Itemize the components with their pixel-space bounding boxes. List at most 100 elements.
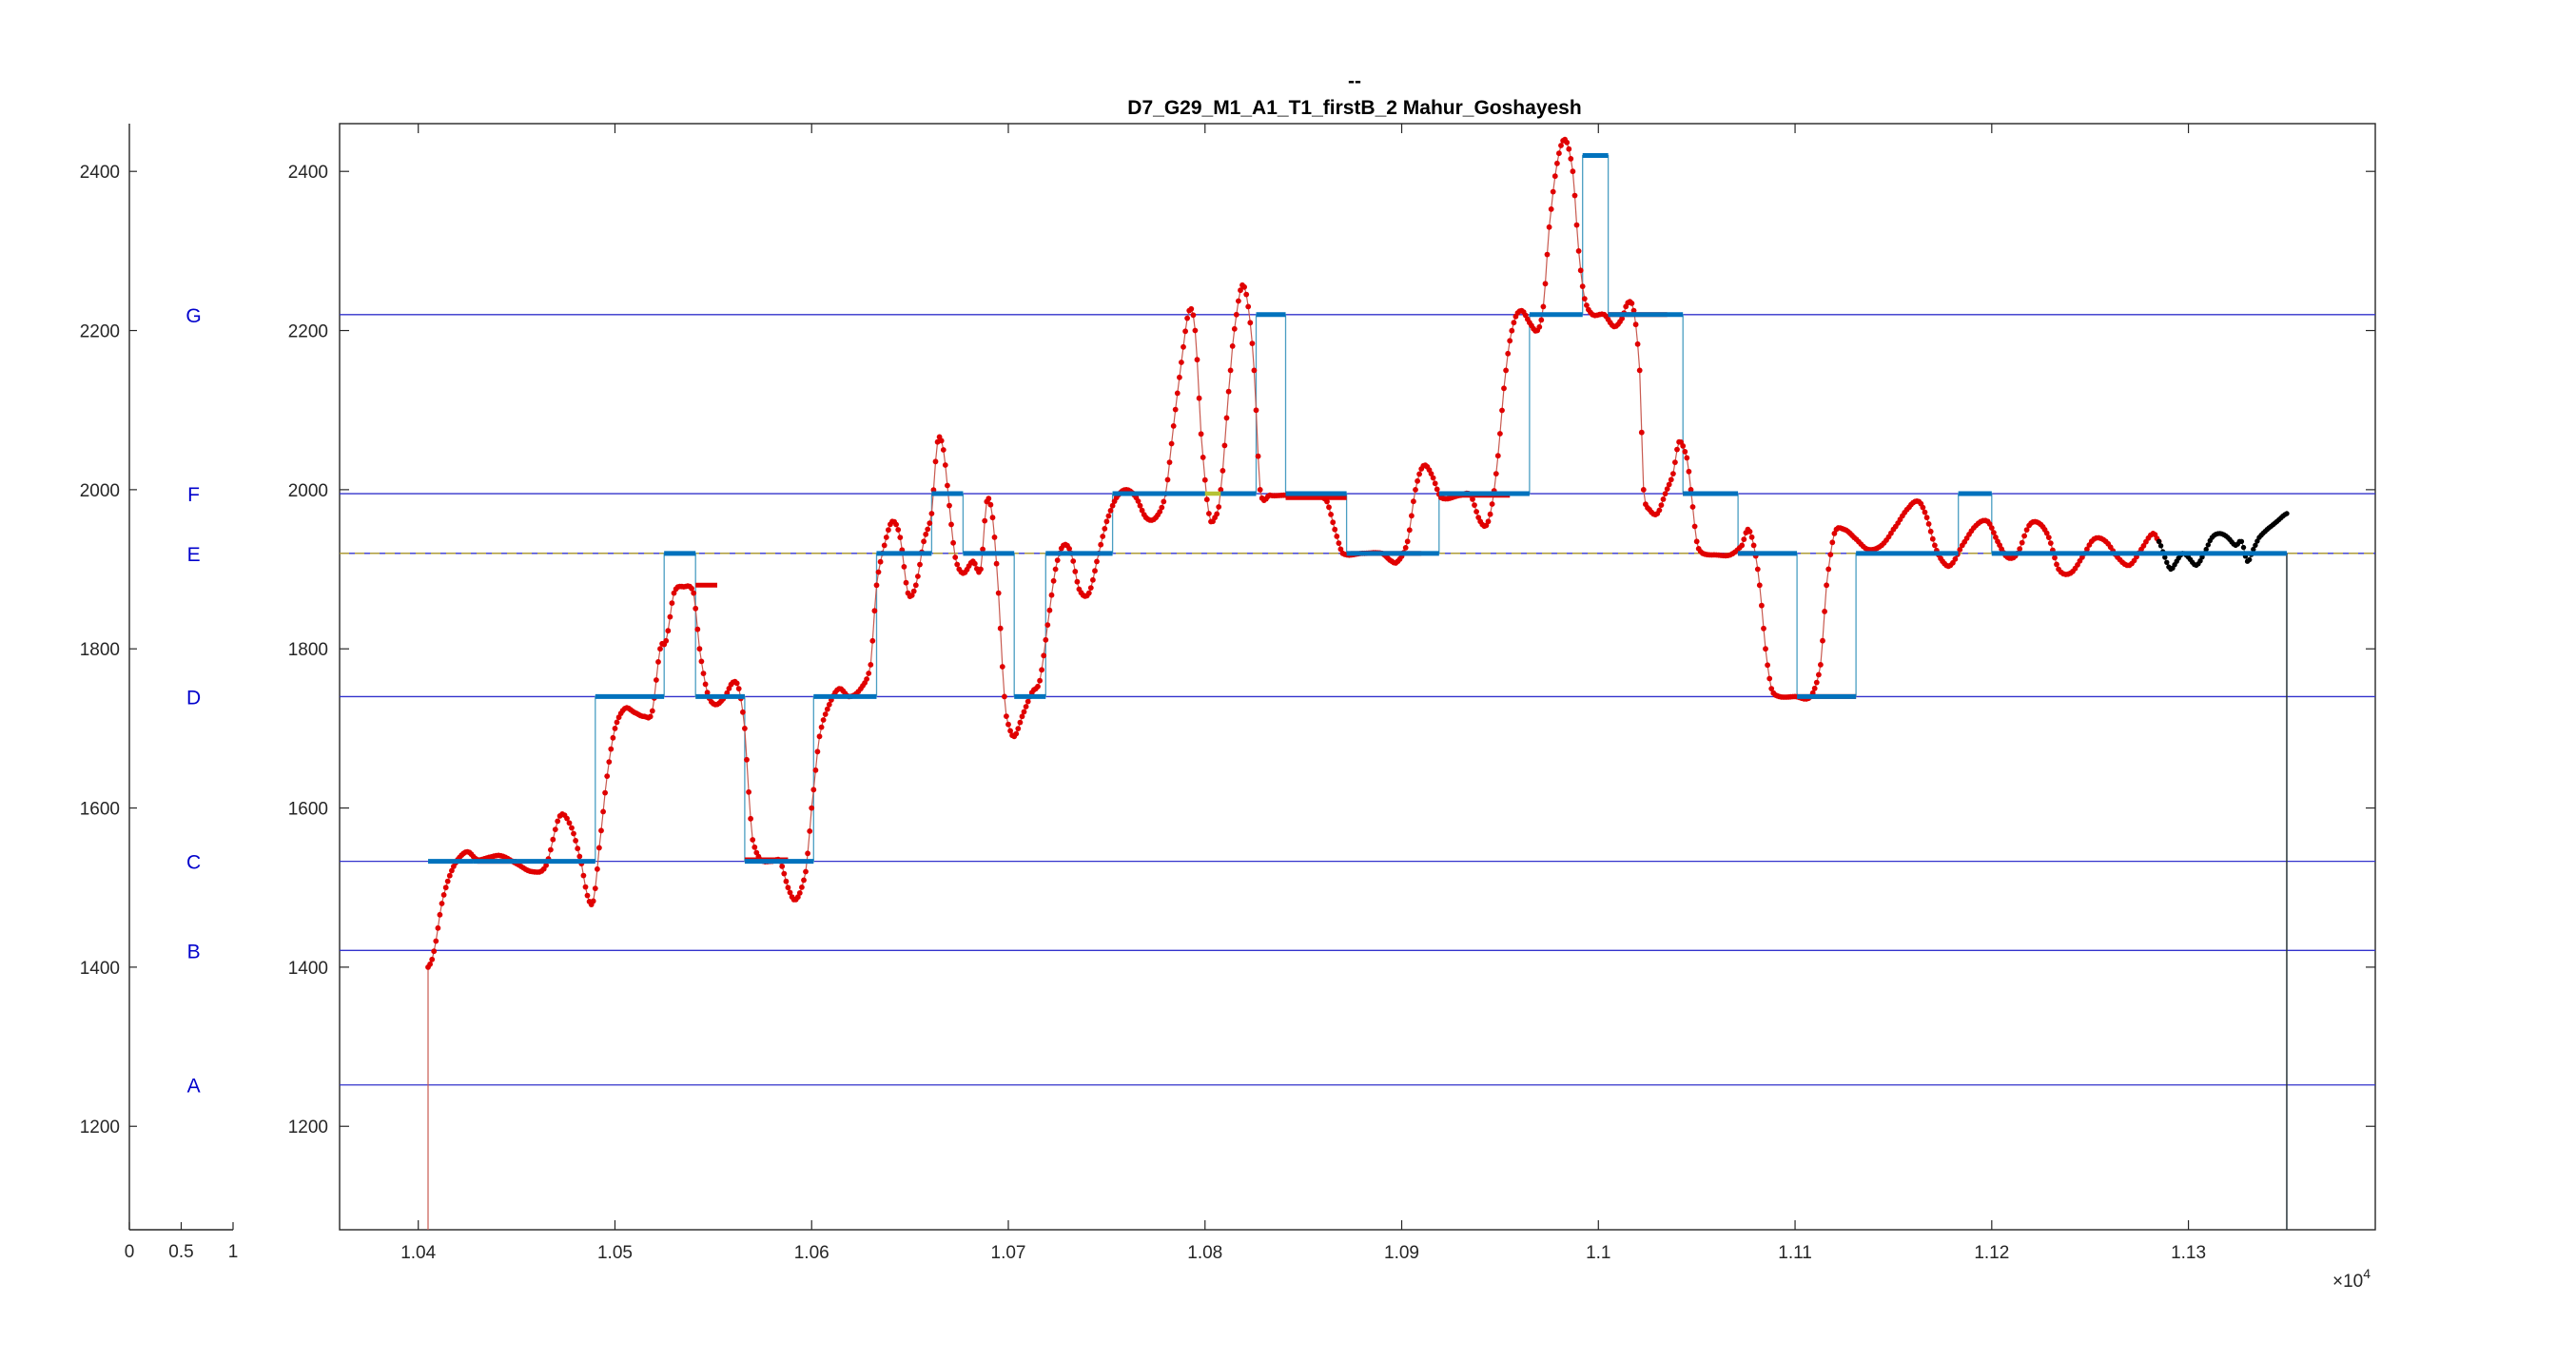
pitch-point xyxy=(940,447,946,453)
pitch-point xyxy=(1952,555,1959,562)
pitch-point xyxy=(548,846,554,853)
pitch-point xyxy=(655,659,661,665)
pitch-point xyxy=(435,924,441,931)
pitch-point xyxy=(980,546,986,553)
main-x-tick-label: 1.06 xyxy=(794,1243,829,1263)
pitch-point xyxy=(807,828,813,834)
pitch-point xyxy=(1763,646,1768,652)
pitch-point xyxy=(700,671,707,676)
note-label-b: B xyxy=(187,941,201,962)
tail-point xyxy=(2240,544,2247,551)
pitch-point xyxy=(1177,374,1182,380)
pitch-point xyxy=(1021,709,1027,715)
pitch-point xyxy=(1573,222,1580,228)
pitch-point xyxy=(1619,316,1625,321)
pitch-point xyxy=(1816,671,1822,678)
pitch-point xyxy=(1188,305,1195,312)
left-x-tick-label: 0 xyxy=(125,1242,135,1262)
pitch-point xyxy=(1066,546,1072,552)
pitch-point xyxy=(602,789,608,796)
pitch-point xyxy=(1509,327,1515,334)
pitch-point xyxy=(1768,686,1775,691)
pitch-point xyxy=(1494,453,1501,459)
pitch-point xyxy=(746,788,751,795)
pitch-point xyxy=(978,566,984,573)
pitch-point xyxy=(901,564,907,570)
pitch-point xyxy=(1668,476,1674,483)
pitch-point xyxy=(1100,534,1106,539)
pitch-point xyxy=(897,535,904,540)
pitch-point xyxy=(883,535,889,540)
tail-point xyxy=(2284,511,2290,516)
pitch-point xyxy=(1988,525,1995,531)
pitch-point xyxy=(612,726,618,731)
pitch-point xyxy=(1416,471,1422,477)
pitch-point xyxy=(449,867,455,874)
pitch-point xyxy=(1551,173,1558,180)
pitch-point xyxy=(742,726,748,731)
pitch-point xyxy=(2045,535,2052,540)
pitch-point xyxy=(1932,542,1938,549)
pitch-point xyxy=(1571,192,1578,199)
pitch-point xyxy=(614,719,620,726)
pitch-point xyxy=(923,531,929,537)
pitch-point xyxy=(1245,303,1252,310)
pitch-point xyxy=(1629,301,1635,306)
pitch-point xyxy=(1927,528,1934,535)
pitch-point xyxy=(1094,558,1100,565)
pitch-point xyxy=(1501,385,1507,392)
pitch-point xyxy=(997,625,1004,632)
tail-point xyxy=(2251,546,2256,553)
pitch-point xyxy=(592,885,598,891)
pitch-point xyxy=(2021,533,2028,539)
pitch-point xyxy=(1485,518,1492,525)
pitch-point xyxy=(1168,440,1175,447)
left-x-tick-label: 1 xyxy=(228,1242,239,1262)
pitch-point xyxy=(1505,350,1512,357)
pitch-point xyxy=(1829,539,1836,546)
main-y-tick-label: 2000 xyxy=(288,481,328,501)
pitch-point xyxy=(1493,471,1499,476)
pitch-point xyxy=(987,501,994,508)
pitch-point xyxy=(735,686,742,691)
pitch-point xyxy=(1330,519,1337,526)
pitch-point xyxy=(1662,491,1669,496)
pitch-point xyxy=(869,637,876,644)
pitch-point xyxy=(1432,480,1438,487)
pitch-point xyxy=(1507,338,1513,344)
main-x-tick-label: 1.07 xyxy=(991,1243,1026,1263)
pitch-point xyxy=(2084,546,2090,553)
pitch-point xyxy=(1693,538,1700,545)
pitch-point xyxy=(610,734,616,741)
pitch-point xyxy=(1434,486,1440,493)
pitch-point xyxy=(1957,547,1963,553)
pitch-point xyxy=(787,889,793,896)
pitch-point xyxy=(886,527,891,534)
pitch-point xyxy=(1497,431,1503,437)
pitch-point xyxy=(1766,675,1773,682)
pitch-point xyxy=(991,535,998,540)
left-y-tick-label: 1800 xyxy=(80,640,120,660)
pitch-point xyxy=(733,680,740,687)
left-y-tick-label: 2000 xyxy=(80,481,120,501)
pitch-point xyxy=(999,664,1005,670)
pitch-point xyxy=(932,458,939,465)
pitch-point xyxy=(1511,320,1517,326)
pitch-point xyxy=(552,826,558,832)
pitch-point xyxy=(437,911,443,918)
pitch-point xyxy=(1182,328,1188,335)
pitch-point xyxy=(805,850,810,857)
pitch-point xyxy=(1688,487,1694,493)
pitch-point xyxy=(702,681,709,688)
pitch-point xyxy=(689,585,694,592)
note-label-a: A xyxy=(187,1076,201,1098)
pitch-point xyxy=(442,885,449,891)
pitch-point xyxy=(812,767,819,773)
pitch-point xyxy=(569,825,575,831)
pitch-point xyxy=(1691,523,1698,530)
pitch-point xyxy=(946,502,952,509)
pitch-point xyxy=(1200,455,1206,460)
pitch-point xyxy=(1170,423,1177,429)
pitch-point xyxy=(1538,317,1545,323)
pitch-point xyxy=(1052,566,1059,573)
